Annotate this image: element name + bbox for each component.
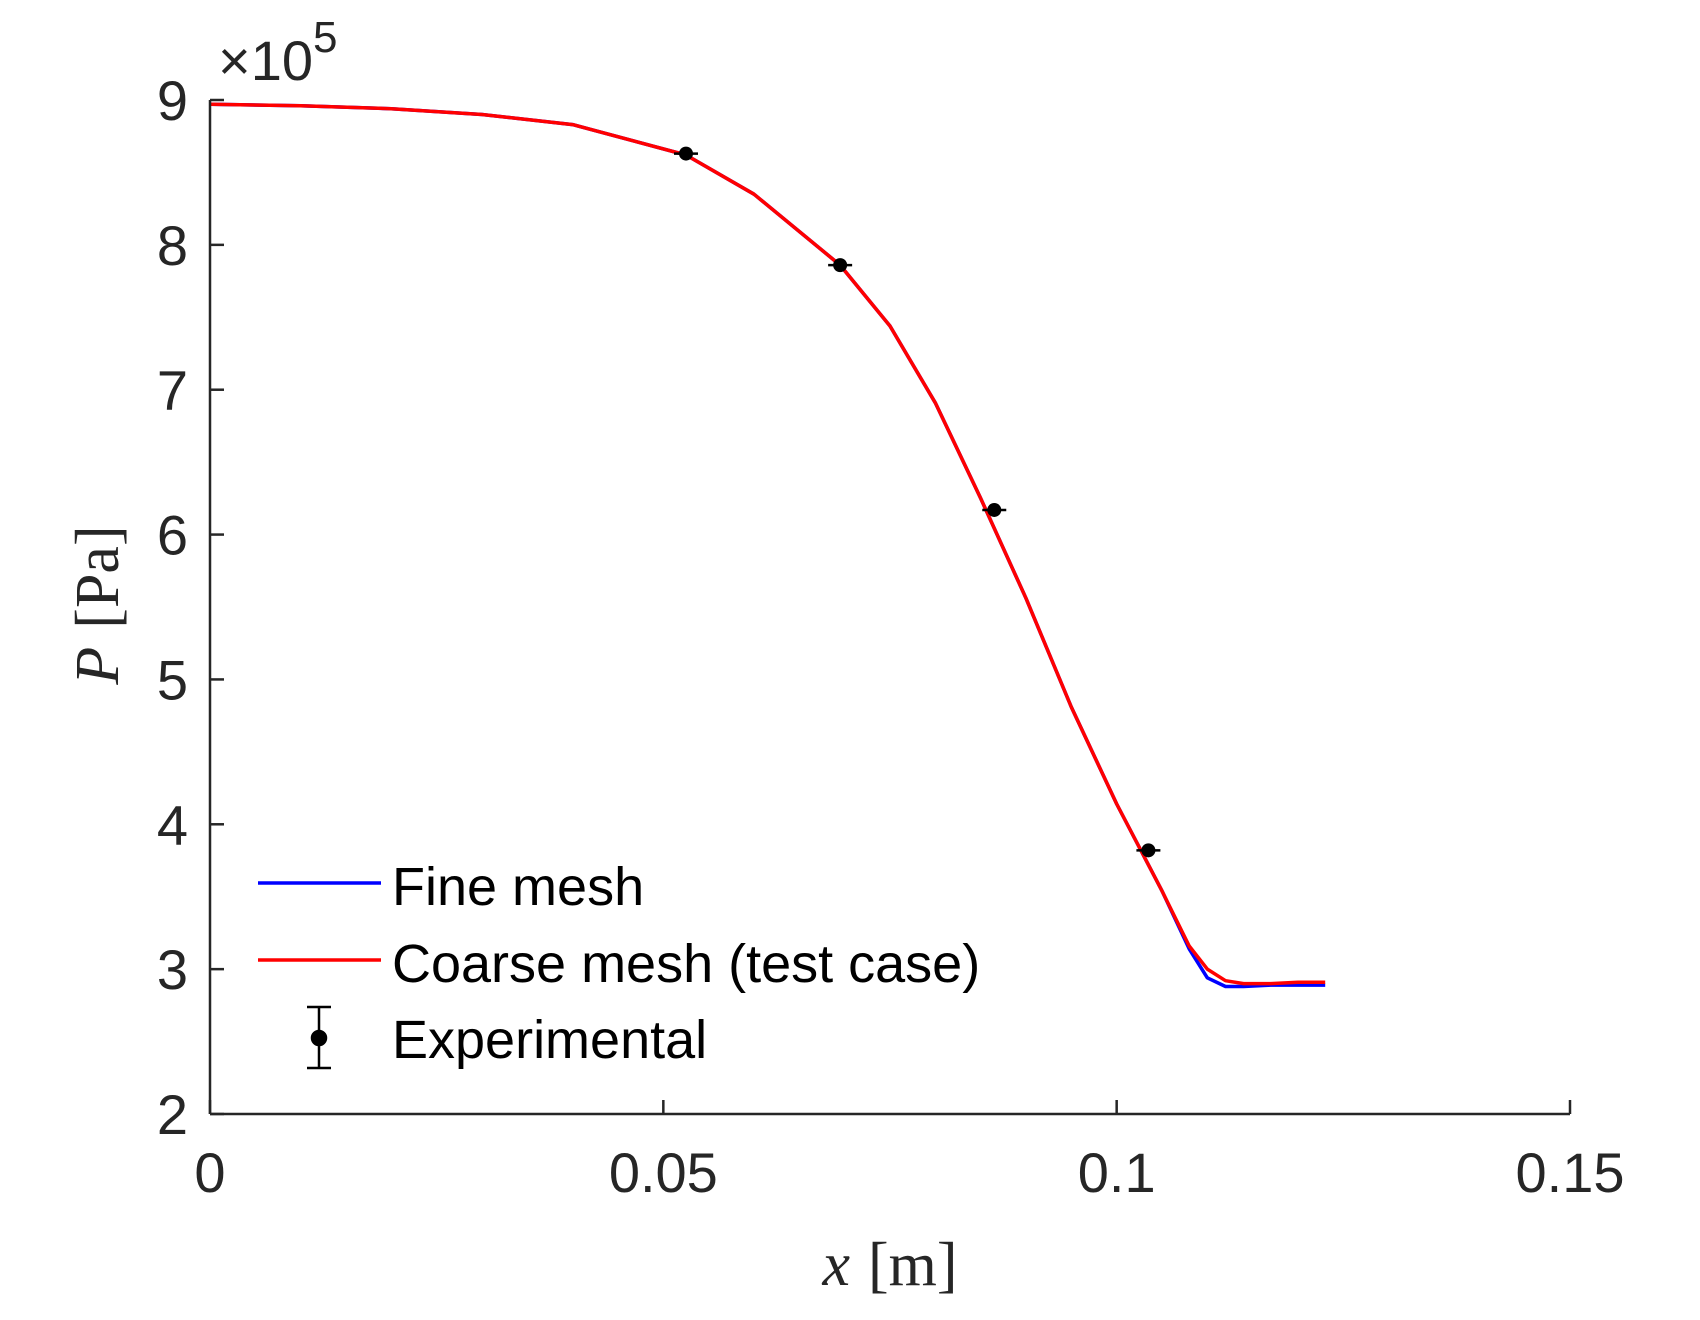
y-tick-label: 4 [157,793,188,856]
experimental-point [674,146,698,161]
x-tick-label: 0.05 [609,1141,718,1204]
x-axis-label: x [m] [821,1231,957,1299]
x-tick-label: 0.1 [1078,1141,1156,1204]
experimental-point [982,502,1007,517]
y-tick-label: 2 [157,1083,188,1146]
y-tick-label: 8 [157,214,188,277]
series-line-coarse-mesh [209,102,1326,986]
experimental-point [1136,843,1161,858]
legend-label-experimental: Experimental [392,1010,707,1070]
legend-label-fine: Fine mesh [392,857,644,917]
y-exponent: ×105 [218,13,337,92]
y-tick-label: 5 [157,648,188,711]
legend: Fine mesh Coarse mesh (test case) Experi… [258,857,980,1070]
y-tick-label: 7 [157,359,188,422]
legend-label-coarse: Coarse mesh (test case) [392,934,980,994]
x-tick-label: 0.15 [1516,1141,1625,1204]
legend-swatch-experimental [307,1005,331,1070]
y-tick-label: 3 [157,938,188,1001]
x-tick-label: 0 [194,1141,225,1204]
y-tick-label: 6 [157,504,188,567]
y-tick-label: 9 [157,69,188,132]
series-line-fine-mesh [209,102,1326,989]
experimental-point [828,258,853,273]
y-axis-label: P[Pa] [64,525,132,685]
